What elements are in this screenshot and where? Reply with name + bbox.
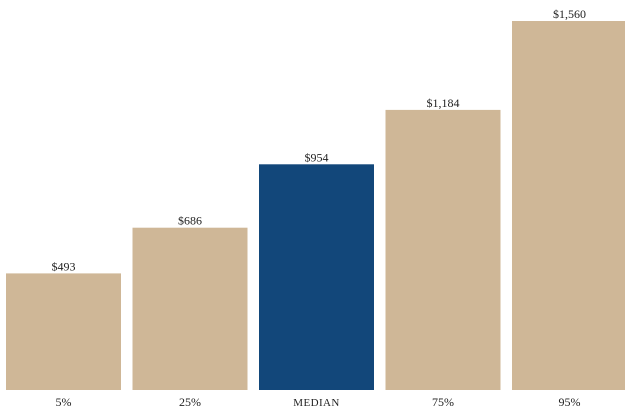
bar-75pct (385, 109, 501, 391)
value-label-5pct: $493 (52, 259, 76, 273)
category-label-median: MEDIAN (293, 397, 339, 409)
value-label-75pct: $1,184 (427, 96, 460, 110)
category-label-5pct: 5% (56, 395, 72, 409)
value-label-median: $954 (305, 150, 329, 164)
bar-95pct (512, 21, 625, 390)
category-label-75pct: 75% (432, 395, 454, 409)
bar-5pct (6, 273, 121, 390)
bars-group (6, 21, 625, 391)
category-label-25pct: 25% (179, 395, 201, 409)
category-labels-group: 5% 25% MEDIAN 75% 95% (56, 395, 581, 409)
value-labels-group: $493 $686 $954 $1,184 $1,560 (52, 7, 587, 273)
category-label-95pct: 95% (559, 395, 581, 409)
bar-25pct (132, 227, 248, 390)
bar-median (259, 164, 374, 390)
value-label-95pct: $1,560 (553, 7, 586, 21)
value-label-25pct: $686 (178, 214, 202, 228)
